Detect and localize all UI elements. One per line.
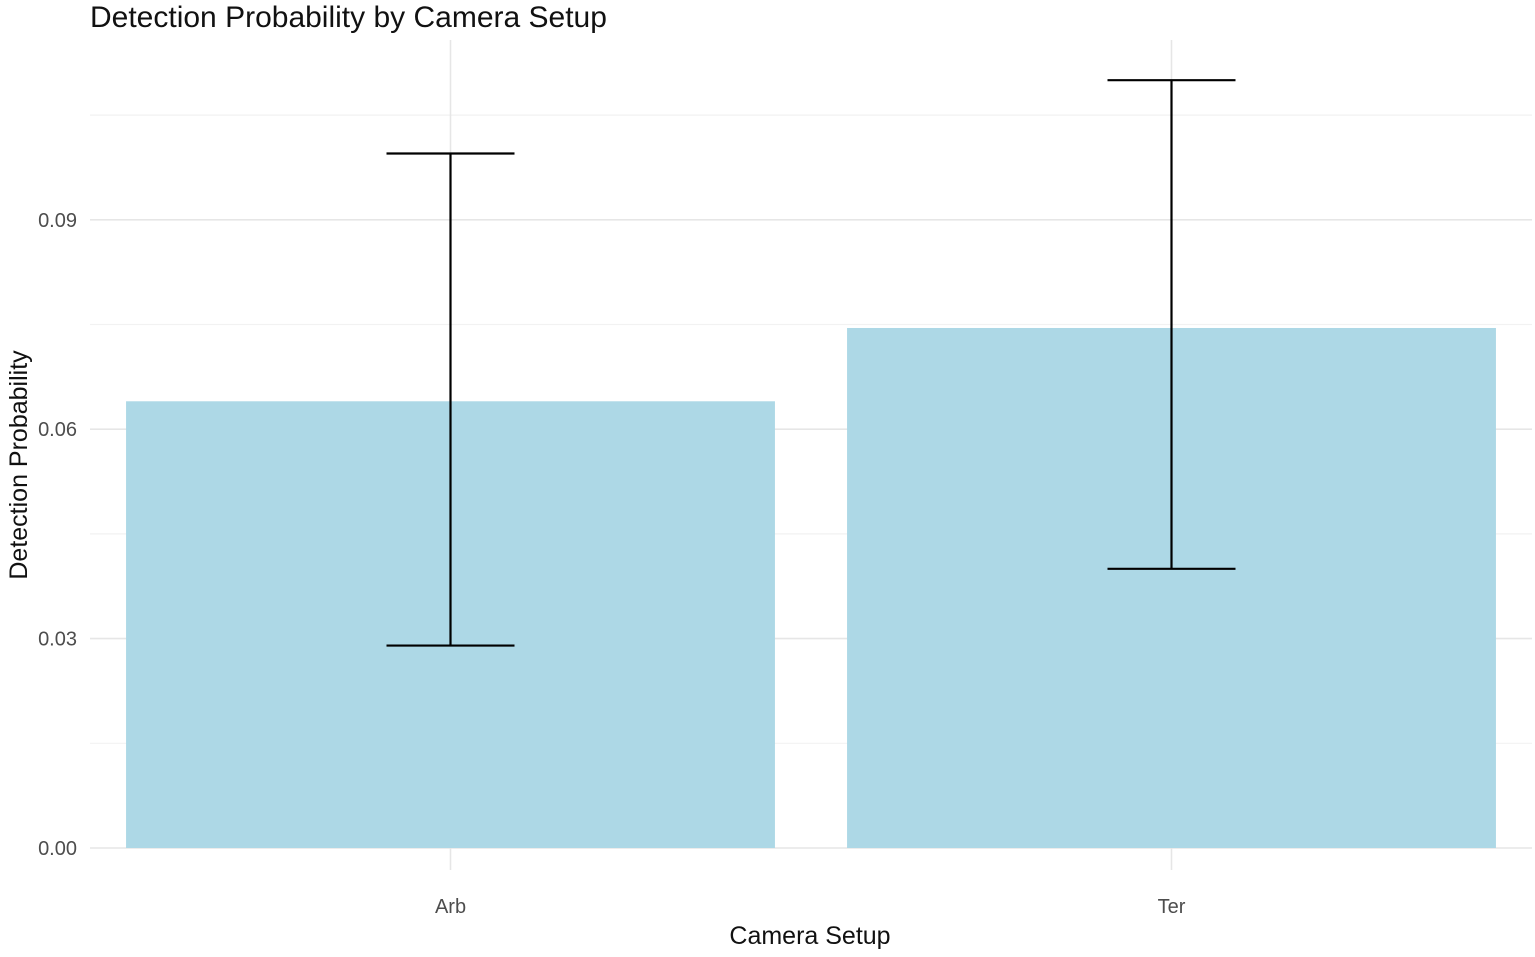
y-axis-label: Detection Probability: [5, 350, 33, 580]
error-bar-arb: [386, 152, 515, 647]
x-axis-label: Camera Setup: [729, 922, 890, 950]
chart-title: Detection Probability by Camera Setup: [90, 1, 607, 34]
y-tick-label: 0.09: [38, 210, 77, 232]
x-tick-label: Ter: [1158, 896, 1186, 918]
x-axis-ticks: Arb Ter: [435, 896, 1186, 918]
bars: [126, 327, 1496, 848]
y-tick-label: 0.00: [38, 838, 77, 860]
error-bars: [386, 79, 1236, 647]
error-bar-ter: [1107, 79, 1236, 570]
x-tick-label: Arb: [435, 896, 466, 918]
y-tick-label: 0.06: [38, 419, 77, 441]
y-tick-label: 0.03: [38, 629, 77, 651]
y-axis-ticks: 0.00 0.03 0.06 0.09: [38, 210, 77, 860]
